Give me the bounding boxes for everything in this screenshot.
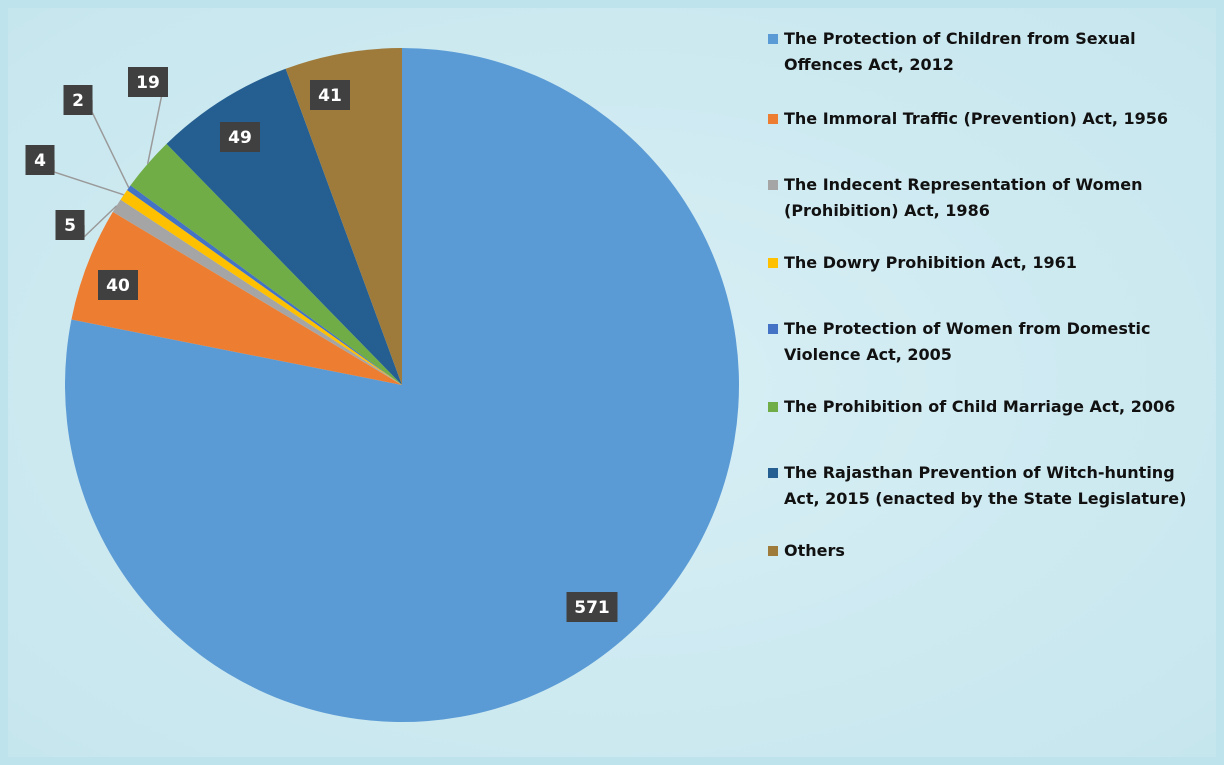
- data-label-box: [25, 145, 55, 175]
- legend-swatch: [768, 258, 778, 268]
- legend-label: The Protection of Children from Sexual O…: [784, 29, 1136, 74]
- data-label: 41: [318, 86, 342, 106]
- legend-label: The Dowry Prohibition Act, 1961: [784, 253, 1077, 272]
- legend-label: The Indecent Representation of Women (Pr…: [784, 175, 1143, 220]
- data-label: 19: [136, 73, 160, 93]
- legend-label: The Rajasthan Prevention of Witch-huntin…: [784, 463, 1187, 508]
- pie-slice: [71, 211, 403, 385]
- legend-item: The Protection of Children from Sexual O…: [768, 26, 1208, 78]
- legend-swatch: [768, 468, 778, 478]
- pie-slice: [285, 48, 402, 385]
- data-label: 49: [228, 128, 252, 148]
- legend-label: The Immoral Traffic (Prevention) Act, 19…: [784, 109, 1169, 128]
- data-label-box: [310, 80, 350, 110]
- data-label-box: [566, 592, 618, 622]
- data-label: 40: [106, 276, 130, 296]
- legend-label: The Protection of Women from Domestic Vi…: [784, 319, 1151, 364]
- data-label: 2: [72, 91, 84, 111]
- legend-item: The Immoral Traffic (Prevention) Act, 19…: [768, 106, 1208, 132]
- legend-item: The Indecent Representation of Women (Pr…: [768, 172, 1208, 224]
- legend-label: Others: [784, 541, 845, 560]
- pie-slice: [112, 199, 402, 385]
- data-label-box: [128, 67, 168, 97]
- legend-item: The Rajasthan Prevention of Witch-huntin…: [768, 460, 1208, 512]
- legend-item: The Dowry Prohibition Act, 1961: [768, 250, 1208, 276]
- leader-line: [91, 100, 130, 189]
- pie-slice: [127, 185, 402, 385]
- pie-slice: [130, 143, 402, 385]
- leader-line: [53, 160, 125, 196]
- legend-item: The Prohibition of Child Marriage Act, 2…: [768, 394, 1208, 420]
- legend-swatch: [768, 34, 778, 44]
- data-label: 571: [574, 598, 610, 618]
- data-label: 5: [64, 216, 76, 236]
- data-label-box: [98, 270, 138, 300]
- legend-item: The Protection of Women from Domestic Vi…: [768, 316, 1208, 368]
- data-label: 4: [34, 151, 46, 171]
- legend-swatch: [768, 546, 778, 556]
- legend-swatch: [768, 402, 778, 412]
- pie-slice: [120, 190, 402, 385]
- data-label-box: [220, 122, 260, 152]
- legend-swatch: [768, 324, 778, 334]
- data-label-box: [55, 210, 85, 240]
- data-label-box: [63, 85, 93, 115]
- legend-label: The Prohibition of Child Marriage Act, 2…: [784, 397, 1176, 416]
- legend-swatch: [768, 114, 778, 124]
- legend-item: Others: [768, 538, 1208, 564]
- legend-swatch: [768, 180, 778, 190]
- legend: The Protection of Children from Sexual O…: [768, 26, 1208, 564]
